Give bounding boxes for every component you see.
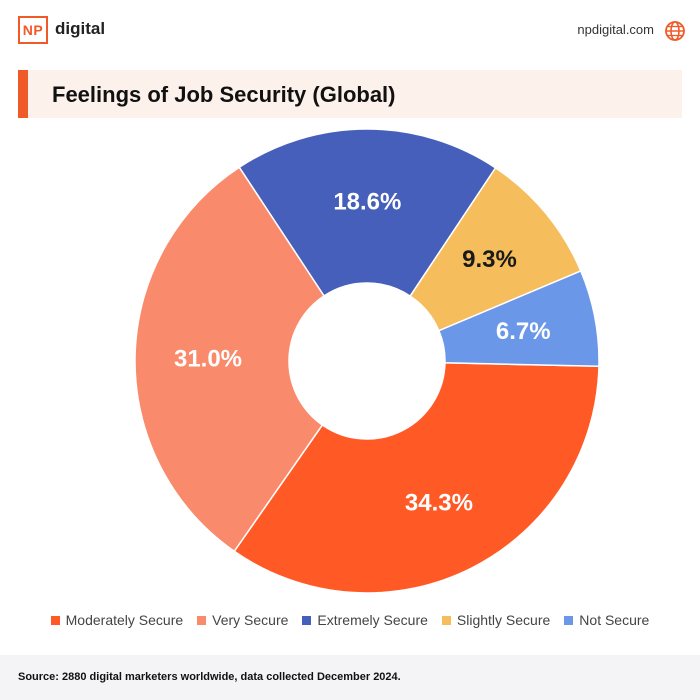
legend-item-not-secure[interactable]: Not Secure	[564, 610, 649, 630]
legend-item-moderately-secure[interactable]: Moderately Secure	[50, 610, 184, 630]
data-label-extremely-secure: 18.6%	[333, 189, 401, 216]
legend-label: Not Secure	[579, 612, 650, 628]
chart-title: Feelings of Job Security (Global)	[52, 82, 396, 107]
legend-swatch	[564, 615, 574, 625]
chart-legend: Moderately Secure Very Secure Extremely Se…	[0, 610, 700, 630]
legend-label: Extremely Secure	[317, 612, 428, 628]
slice-very-secure[interactable]	[134, 166, 326, 553]
data-label-moderately-secure: 34.3%	[405, 489, 473, 516]
data-label-slightly-secure: 9.3%	[462, 246, 517, 273]
legend-swatch	[50, 615, 60, 625]
slice-not-secure[interactable]	[437, 269, 600, 368]
legend-item-extremely-secure[interactable]: Extremely Secure	[302, 610, 428, 630]
footer: Source: 2880 digital marketers worldwide…	[0, 655, 700, 700]
title-bar: Feelings of Job Security (Global)	[18, 70, 682, 118]
legend-swatch	[302, 615, 312, 625]
site-url[interactable]: npdigital.com	[577, 22, 654, 37]
legend-label: Very Secure	[212, 612, 289, 628]
legend-swatch	[441, 615, 451, 625]
legend-label: Slightly Secure	[456, 612, 551, 628]
title-accent	[18, 70, 28, 118]
data-label-very-secure: 31.0%	[174, 345, 242, 372]
logo-mark[interactable]: NP	[18, 16, 48, 44]
legend-item-very-secure[interactable]: Very Secure	[197, 610, 288, 630]
logo-text[interactable]: digital	[55, 19, 106, 38]
header: NP digital npdigital.com	[0, 0, 700, 64]
data-label-not-secure: 6.7%	[496, 318, 551, 345]
legend-swatch	[197, 615, 207, 625]
globe-icon[interactable]	[664, 20, 686, 42]
slice-extremely-secure[interactable]	[238, 128, 497, 298]
legend-label: Moderately Secure	[65, 612, 184, 628]
slice-moderately-secure[interactable]	[233, 362, 600, 594]
source-note: Source: 2880 digital marketers worldwide…	[18, 671, 401, 683]
legend-item-slightly-secure[interactable]: Slightly Secure	[441, 610, 551, 630]
